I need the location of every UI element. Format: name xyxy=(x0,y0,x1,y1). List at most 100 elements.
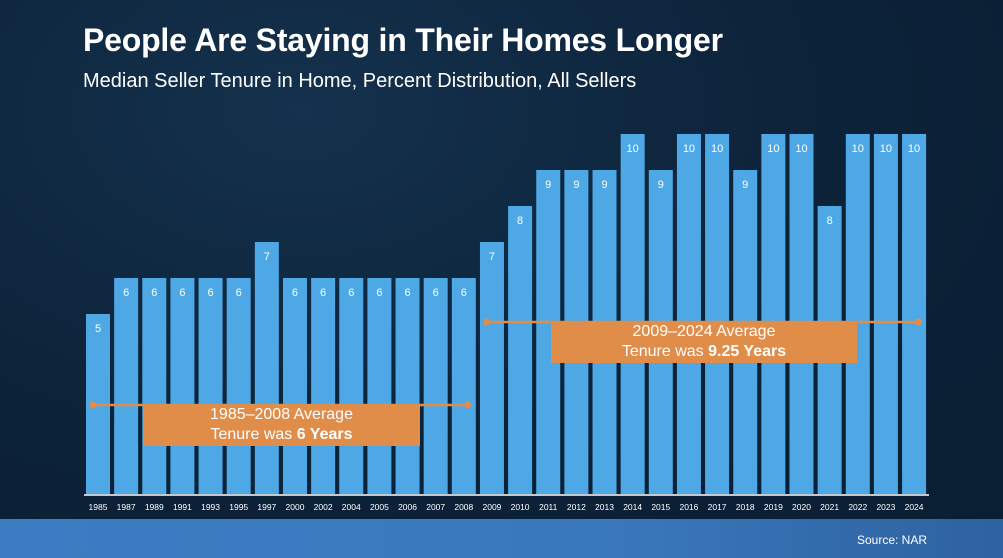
annotation-line1: 2009–2024 Average xyxy=(632,323,776,340)
x-tick-2005: 2005 xyxy=(370,502,389,512)
x-tick-2013: 2013 xyxy=(595,502,614,512)
x-tick-2012: 2012 xyxy=(567,502,586,512)
bar-2019 xyxy=(761,134,786,494)
data-label-2007: 6 xyxy=(433,287,439,299)
bar-2005 xyxy=(367,278,392,494)
data-label-2002: 6 xyxy=(320,287,326,299)
x-tick-2000: 2000 xyxy=(286,502,305,512)
x-tick-2017: 2017 xyxy=(708,502,727,512)
bar-1997 xyxy=(254,242,279,494)
data-label-1993: 6 xyxy=(207,287,213,299)
data-label-2005: 6 xyxy=(376,287,382,299)
x-tick-1997: 1997 xyxy=(257,502,276,512)
data-label-2018: 9 xyxy=(742,179,748,191)
x-tick-2015: 2015 xyxy=(651,502,670,512)
data-label-2010: 8 xyxy=(517,215,523,227)
bar-2006 xyxy=(395,278,420,494)
data-label-2023: 10 xyxy=(880,143,892,155)
data-label-2022: 10 xyxy=(852,143,864,155)
bar-2023 xyxy=(873,134,898,494)
bar-1987 xyxy=(114,278,139,494)
data-label-2000: 6 xyxy=(292,287,298,299)
annotation-value: 9.25 Years xyxy=(708,343,787,360)
data-label-2006: 6 xyxy=(404,287,410,299)
annotation-line2: Tenure was xyxy=(210,426,297,443)
bar-2000 xyxy=(282,278,307,494)
annotation-box-2009-2024: 2009–2024 Average Tenure was 9.25 Years xyxy=(551,321,857,363)
annotation-line1: 1985–2008 Average xyxy=(210,406,353,423)
bar-2004 xyxy=(339,278,364,494)
x-tick-2022: 2022 xyxy=(848,502,867,512)
bar-2009 xyxy=(479,242,504,494)
x-tick-2023: 2023 xyxy=(876,502,895,512)
bar-chart: 5 1985 6 1987 6 1989 6 1991 6 1993 6 1995 7 1997 6 2000… xyxy=(86,134,927,512)
x-tick-1993: 1993 xyxy=(201,502,220,512)
x-tick-2016: 2016 xyxy=(679,502,698,512)
x-tick-2014: 2014 xyxy=(623,502,642,512)
x-tick-1995: 1995 xyxy=(229,502,248,512)
bar-2016 xyxy=(676,134,701,494)
data-label-2013: 9 xyxy=(601,179,607,191)
bar-2002 xyxy=(311,278,336,494)
bar-1991 xyxy=(170,278,195,494)
annotation-line2: Tenure was xyxy=(621,343,709,360)
data-label-1995: 6 xyxy=(236,287,242,299)
bar-2020 xyxy=(789,134,814,494)
bar-1995 xyxy=(226,278,251,494)
data-label-1997: 7 xyxy=(264,251,270,263)
data-label-1991: 6 xyxy=(179,287,185,299)
x-tick-1987: 1987 xyxy=(117,502,136,512)
x-tick-2004: 2004 xyxy=(342,502,361,512)
x-tick-2010: 2010 xyxy=(511,502,530,512)
average-line-start-dot xyxy=(89,401,97,409)
x-tick-1985: 1985 xyxy=(89,502,108,512)
bar-2007 xyxy=(423,278,448,494)
bar-2017 xyxy=(705,134,730,494)
x-tick-1989: 1989 xyxy=(145,502,164,512)
data-label-2014: 10 xyxy=(627,143,639,155)
annotation-value: 6 Years xyxy=(296,426,353,443)
data-label-2021: 8 xyxy=(827,215,833,227)
data-label-1985: 5 xyxy=(95,323,101,335)
data-label-2024: 10 xyxy=(908,143,920,155)
data-label-2012: 9 xyxy=(573,179,579,191)
data-label-1987: 6 xyxy=(123,287,129,299)
annotation-box-1985-2008: 1985–2008 Average Tenure was 6 Years xyxy=(143,404,420,446)
bar-2014 xyxy=(620,134,645,494)
data-label-1989: 6 xyxy=(151,287,157,299)
data-label-2019: 10 xyxy=(767,143,779,155)
x-tick-1991: 1991 xyxy=(173,502,192,512)
x-tick-2020: 2020 xyxy=(792,502,811,512)
x-tick-2009: 2009 xyxy=(482,502,501,512)
data-label-2004: 6 xyxy=(348,287,354,299)
data-label-2020: 10 xyxy=(795,143,807,155)
data-label-2009: 7 xyxy=(489,251,495,263)
x-tick-2007: 2007 xyxy=(426,502,445,512)
x-tick-2002: 2002 xyxy=(314,502,333,512)
x-tick-2024: 2024 xyxy=(905,502,924,512)
average-line-start-dot xyxy=(483,318,491,326)
x-tick-2008: 2008 xyxy=(454,502,473,512)
source-label: Source: NAR xyxy=(856,533,927,547)
data-label-2016: 10 xyxy=(683,143,695,155)
average-line-end-dot xyxy=(914,318,922,326)
chart-title: People Are Staying in Their Homes Longer xyxy=(83,22,723,58)
bar-2022 xyxy=(845,134,870,494)
x-tick-2018: 2018 xyxy=(736,502,755,512)
x-tick-2019: 2019 xyxy=(764,502,783,512)
data-label-2015: 9 xyxy=(658,179,664,191)
bar-2008 xyxy=(451,278,476,494)
data-label-2008: 6 xyxy=(461,287,467,299)
x-tick-2021: 2021 xyxy=(820,502,839,512)
bar-1993 xyxy=(198,278,223,494)
bar-2010 xyxy=(508,206,533,494)
footer-band xyxy=(0,519,1003,558)
x-tick-2011: 2011 xyxy=(539,502,558,512)
average-line-end-dot xyxy=(464,401,472,409)
data-label-2017: 10 xyxy=(711,143,723,155)
x-tick-2006: 2006 xyxy=(398,502,417,512)
bar-1989 xyxy=(142,278,167,494)
data-label-2011: 9 xyxy=(545,179,551,191)
bar-2024 xyxy=(902,134,927,494)
chart-subtitle: Median Seller Tenure in Home, Percent Di… xyxy=(83,70,637,92)
